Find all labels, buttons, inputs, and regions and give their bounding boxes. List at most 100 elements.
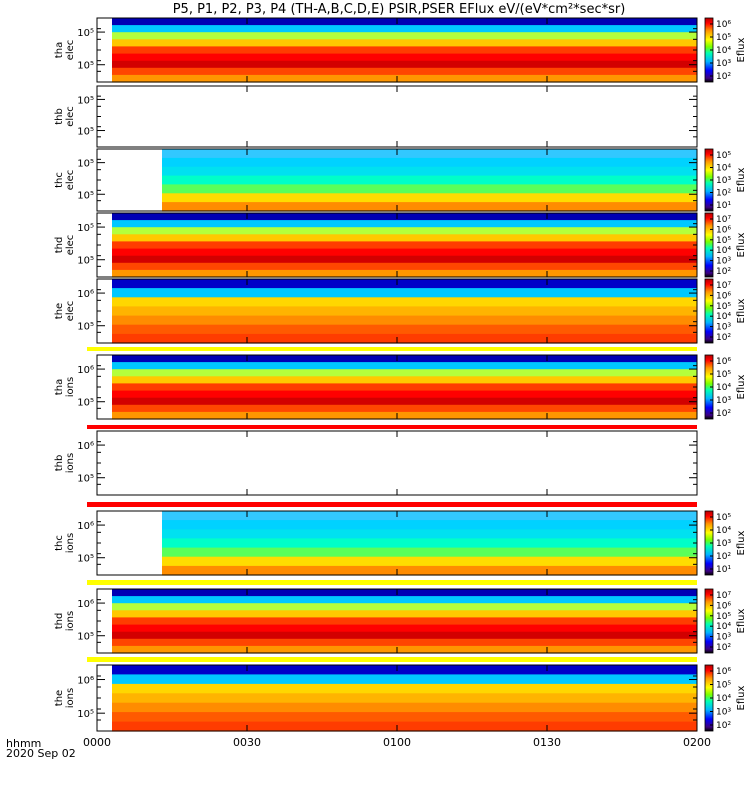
time-tick-label: 0100 bbox=[383, 736, 411, 749]
heatmap-band bbox=[162, 511, 697, 521]
cbar-tick-label: 10² bbox=[716, 72, 731, 82]
ytick-label: 10⁶ bbox=[77, 441, 94, 452]
heatmap-band bbox=[162, 193, 697, 203]
heatmap-band bbox=[112, 67, 697, 76]
time-tick-label: 0200 bbox=[683, 736, 711, 749]
heatmap-band bbox=[112, 46, 697, 55]
heatmap-band bbox=[112, 241, 697, 250]
cbar-tick-label: 10³ bbox=[716, 708, 731, 718]
cbar-tick-label: 10² bbox=[716, 267, 731, 277]
cbar-tick-label: 10³ bbox=[716, 323, 731, 333]
panel-probe-label: tha bbox=[54, 379, 65, 395]
panel-species-label: ions bbox=[65, 377, 76, 397]
heatmap-band bbox=[112, 220, 697, 228]
cbar-tick-label: 10⁶ bbox=[716, 291, 731, 301]
colorbar: 10⁵ 10⁴ 10³ 10² 10¹ Eflux bbox=[704, 148, 747, 212]
colorbar-label: Eflux bbox=[736, 530, 747, 555]
heatmap-band bbox=[112, 333, 697, 344]
heatmap-band bbox=[112, 376, 697, 384]
heatmap-band bbox=[112, 712, 697, 723]
ytick-label: 10⁵ bbox=[77, 398, 94, 409]
colorbar-gradient bbox=[704, 278, 714, 344]
separator-bar bbox=[87, 425, 697, 429]
heatmap-band bbox=[162, 157, 697, 168]
cbar-tick-label: 10⁶ bbox=[716, 225, 731, 235]
cbar-tick-label: 10⁵ bbox=[716, 302, 731, 312]
cbar-tick-label: 10⁷ bbox=[716, 281, 731, 291]
cbar-tick-label: 10⁶ bbox=[716, 357, 731, 367]
panel-probe-label: thc bbox=[54, 172, 65, 188]
ytick-label: 10⁵ bbox=[77, 190, 94, 201]
ytick-label: 10⁵ bbox=[77, 322, 94, 333]
cbar-tick-label: 10³ bbox=[716, 59, 731, 69]
time-axis: 0000 0030 0100 0130 0200 bbox=[83, 736, 711, 749]
heatmap-band bbox=[112, 721, 697, 732]
cbar-tick-label: 10² bbox=[716, 409, 731, 419]
heatmap-band bbox=[112, 390, 697, 399]
heatmap-band bbox=[162, 202, 697, 212]
heatmap-band bbox=[162, 565, 697, 576]
heatmap-band bbox=[112, 411, 697, 420]
separator-bars bbox=[87, 347, 697, 662]
panel-probe-label: tha bbox=[54, 42, 65, 58]
panel-species-label: ions bbox=[65, 688, 76, 708]
heatmap-band bbox=[162, 175, 697, 186]
heatmap-band bbox=[112, 603, 697, 611]
cbar-tick-label: 10⁴ bbox=[716, 383, 731, 393]
heatmap-band bbox=[162, 538, 697, 549]
ytick-label: 10⁵ bbox=[77, 127, 94, 138]
heatmap-band bbox=[162, 520, 697, 530]
panel-species-label: elec bbox=[65, 40, 76, 61]
panel-probe-label: thb bbox=[54, 455, 65, 472]
panel-frame bbox=[96, 85, 698, 148]
panel-probe-label: thb bbox=[54, 108, 65, 125]
separator-bar bbox=[87, 502, 697, 507]
heatmap-band bbox=[112, 693, 697, 704]
heatmap-band bbox=[112, 213, 697, 221]
cbar-tick-label: 10⁶ bbox=[716, 20, 731, 30]
panel-thb-ions: 10⁶ 10⁵ thb ions bbox=[54, 430, 698, 496]
cbar-tick-label: 10¹ bbox=[716, 565, 731, 575]
heatmap-band bbox=[112, 355, 697, 363]
heatmap-band bbox=[112, 60, 697, 69]
separator-bar bbox=[87, 657, 697, 662]
panel-species-label: elec bbox=[65, 170, 76, 191]
colorbar: 10⁵ 10⁴ 10³ 10² 10¹ Eflux bbox=[704, 510, 747, 576]
separator-bar bbox=[87, 580, 697, 585]
cbar-tick-label: 10⁴ bbox=[716, 164, 731, 174]
heatmap-band bbox=[112, 227, 697, 235]
heatmap-band bbox=[112, 306, 697, 317]
cbar-tick-label: 10³ bbox=[716, 633, 731, 643]
cbar-tick-label: 10³ bbox=[716, 539, 731, 549]
time-tick-label: 0030 bbox=[233, 736, 261, 749]
cbar-tick-label: 10³ bbox=[716, 257, 731, 267]
ytick-label: 10⁵ bbox=[77, 256, 94, 267]
panel-species-label: elec bbox=[65, 235, 76, 256]
panel-probe-label: thc bbox=[54, 535, 65, 551]
cbar-tick-label: 10⁵ bbox=[716, 513, 731, 523]
ytick-label: 10⁶ bbox=[77, 521, 94, 532]
ytick-label: 10⁵ bbox=[77, 223, 94, 234]
heatmap-band bbox=[112, 279, 697, 289]
ytick-label: 10⁵ bbox=[77, 28, 94, 39]
cbar-tick-label: 10⁴ bbox=[716, 312, 731, 322]
colorbar-label: Eflux bbox=[736, 37, 747, 62]
ytick-label: 10⁶ bbox=[77, 599, 94, 610]
heatmap-band bbox=[162, 149, 697, 159]
ytick-label: 10⁵ bbox=[77, 632, 94, 643]
heatmap-band bbox=[112, 324, 697, 335]
cbar-tick-label: 10⁵ bbox=[716, 370, 731, 380]
cbar-tick-label: 10² bbox=[716, 643, 731, 653]
colorbar-label: Eflux bbox=[736, 685, 747, 710]
heatmap-band bbox=[112, 674, 697, 685]
heatmap-band bbox=[112, 269, 697, 278]
heatmap-band bbox=[112, 589, 697, 597]
ytick-label: 10⁵ bbox=[77, 474, 94, 485]
